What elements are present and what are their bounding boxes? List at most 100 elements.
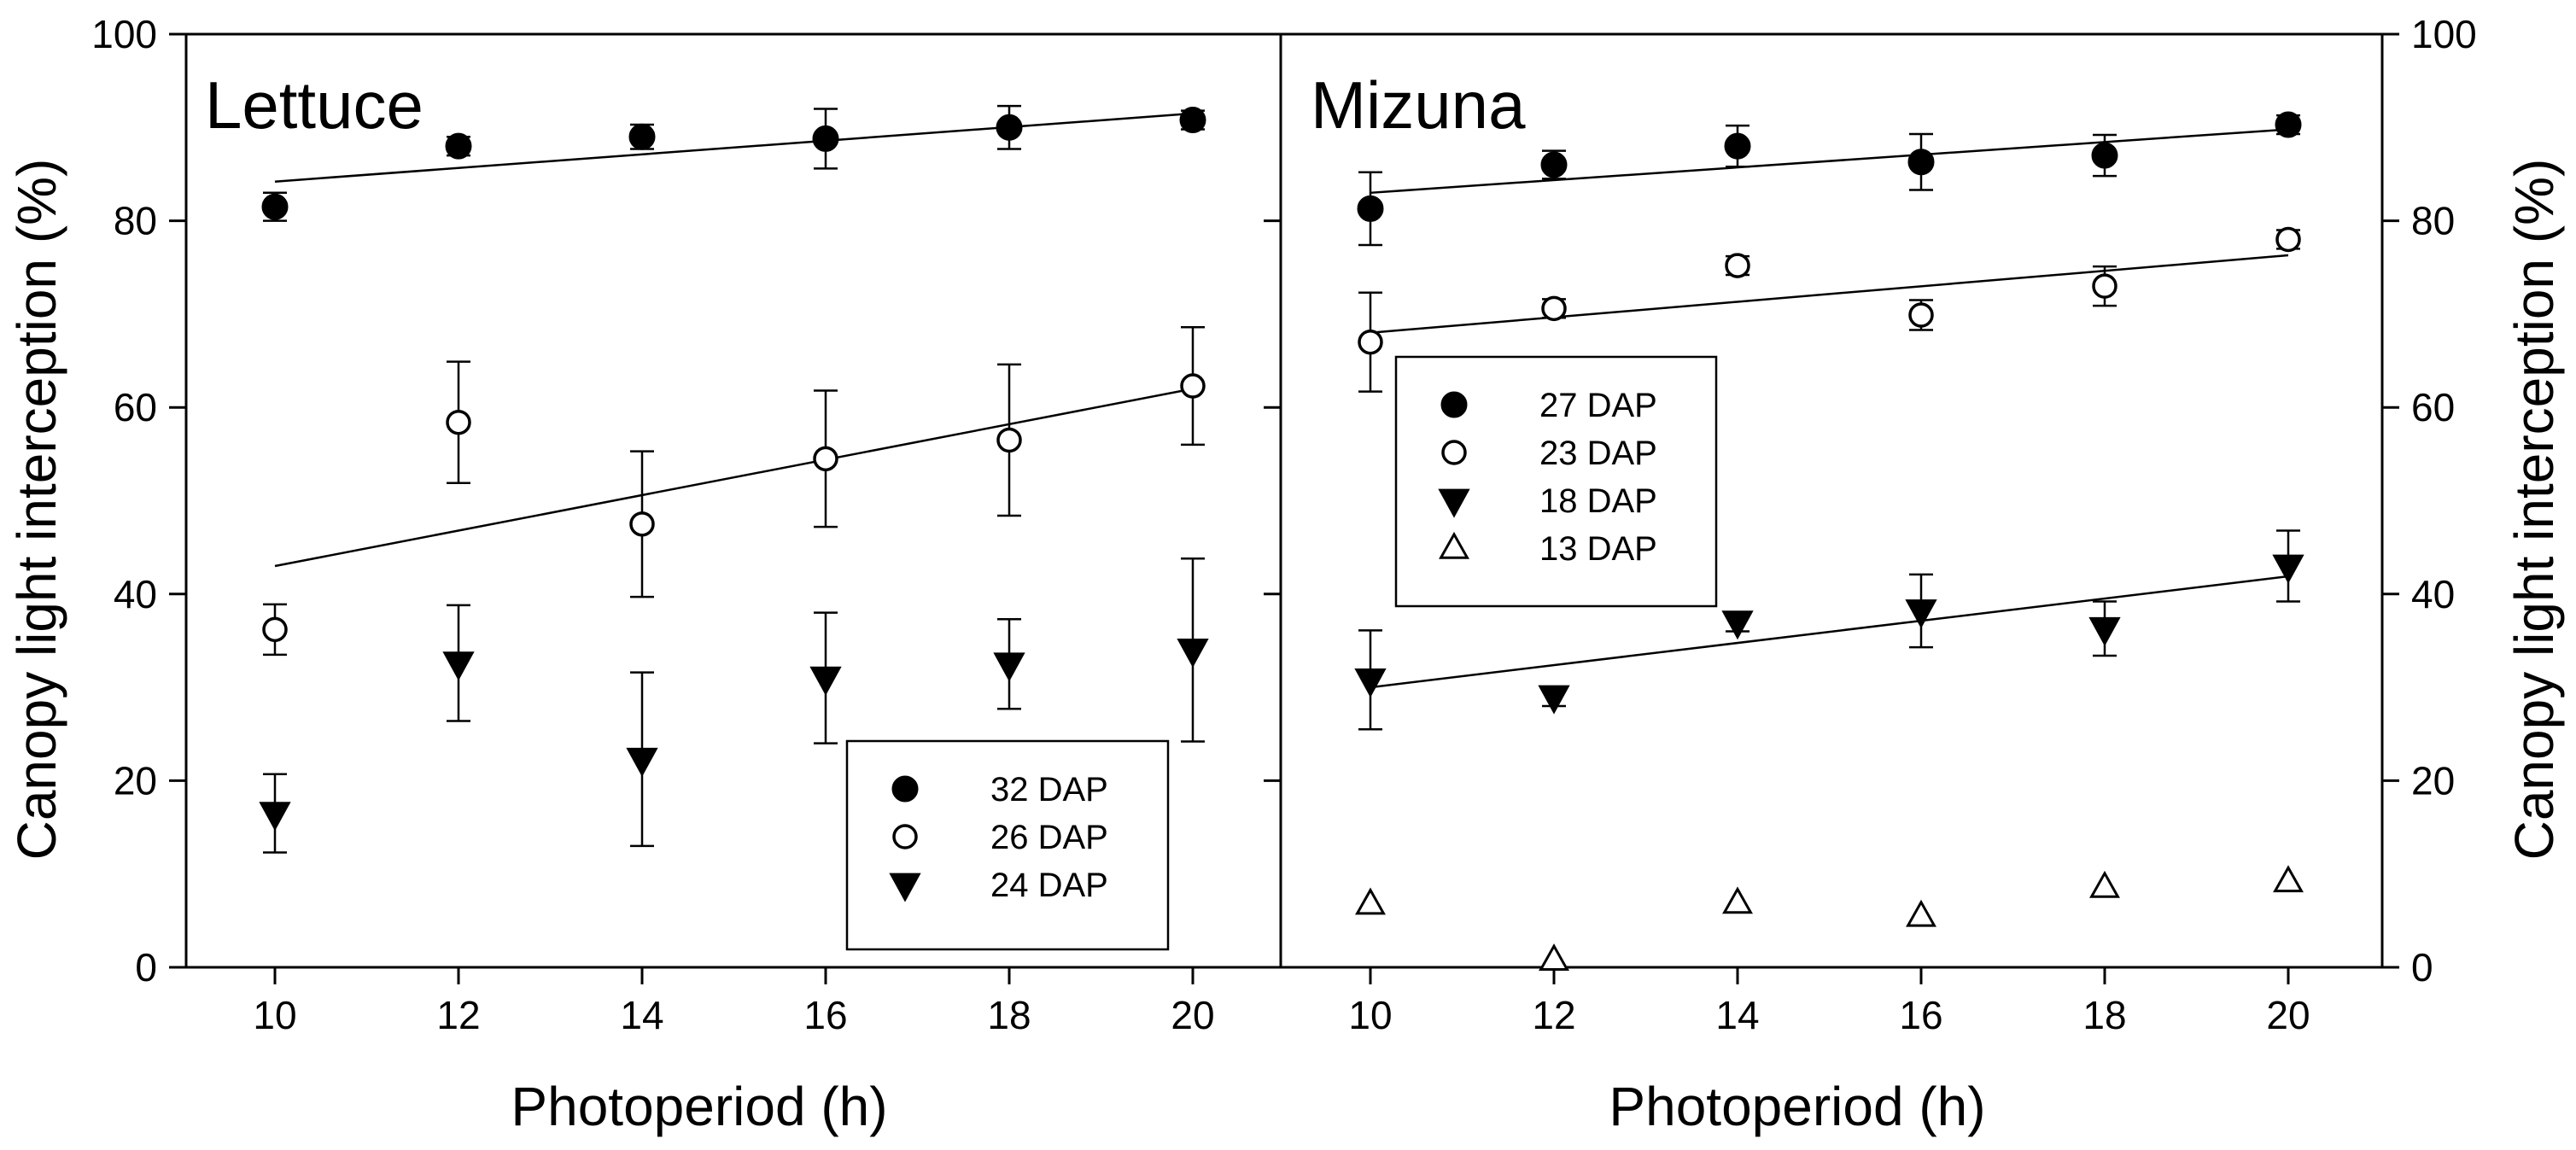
data-point <box>1907 149 1935 176</box>
data-point <box>1539 943 1569 971</box>
data-point <box>996 114 1023 141</box>
data-point <box>2092 273 2117 299</box>
data-point <box>1906 899 1936 927</box>
x-tick-label: 18 <box>2082 993 2126 1037</box>
legend-label: 27 DAP <box>1539 387 1657 424</box>
data-point <box>1725 253 1750 278</box>
x-tick-label: 16 <box>803 993 847 1037</box>
data-point <box>445 132 472 160</box>
regression-line-18-dap <box>1370 575 2289 689</box>
y-tick-label: 60 <box>2411 385 2455 429</box>
y-tick-label: 100 <box>2411 12 2477 56</box>
y-tick-label: 100 <box>91 12 157 56</box>
data-point <box>442 651 475 681</box>
legend-label: 32 DAP <box>990 771 1108 809</box>
data-point <box>1354 668 1387 698</box>
data-point <box>628 123 656 150</box>
x-tick-label: 20 <box>2266 993 2310 1037</box>
data-point <box>1721 610 1754 640</box>
regression-line-26-dap <box>274 388 1194 568</box>
data-point <box>1541 295 1567 322</box>
x-tick-label: 14 <box>1715 993 1759 1037</box>
legend-label: 23 DAP <box>1539 435 1657 472</box>
panel-mizuna: 10 12 14 16 18 20 0 20 40 60 80 100 Photoperiod (h) C… <box>1264 12 2565 1137</box>
legend-marker <box>892 824 918 849</box>
data-point <box>2275 111 2302 138</box>
x-tick-label: 20 <box>1171 993 1214 1037</box>
series-23-dap <box>1358 226 2301 393</box>
panel-title: Lettuce <box>205 67 423 143</box>
legend-marker <box>891 775 919 803</box>
series-18-dap <box>1354 529 2304 731</box>
panel-lettuce: 10 12 14 16 18 20 0 20 40 60 80 100 Photoperiod (h) C… <box>6 12 1282 1137</box>
regression-line-27-dap <box>1370 128 2289 195</box>
data-point <box>1905 599 1937 629</box>
data-point <box>446 409 471 435</box>
y-tick-label: 60 <box>114 385 157 429</box>
data-point <box>1724 132 1751 160</box>
data-point <box>259 802 291 832</box>
y-tick-label: 80 <box>114 199 157 243</box>
plot-frame <box>1279 32 2384 969</box>
series-24-dap <box>259 557 1209 854</box>
data-point <box>1180 373 1206 399</box>
data-point <box>1722 886 1753 914</box>
data-point <box>993 652 1025 682</box>
legend-marker <box>1439 531 1469 559</box>
regression-line-23-dap <box>1370 254 2289 335</box>
regression-line-32-dap <box>274 112 1194 183</box>
panel-title: Mizuna <box>1311 67 1526 143</box>
x-tick-label: 18 <box>987 993 1031 1037</box>
data-point <box>2091 142 2118 169</box>
data-point <box>1908 302 1934 328</box>
y-axis-title: Canopy light interception (%) <box>2503 159 2565 861</box>
y-tick-label: 20 <box>114 758 157 803</box>
series-26-dap <box>262 325 1206 657</box>
series-32-dap <box>261 104 1206 222</box>
data-point <box>1355 887 1386 915</box>
legend-marker <box>1438 488 1470 518</box>
data-point <box>1357 195 1384 222</box>
x-tick-label: 12 <box>436 993 480 1037</box>
data-point <box>1358 329 1383 355</box>
legend-marker <box>1441 440 1467 465</box>
x-tick-label: 14 <box>620 993 663 1037</box>
data-point <box>1538 685 1570 715</box>
series-27-dap <box>1357 111 2302 247</box>
legend-label: 13 DAP <box>1539 530 1657 568</box>
data-point <box>2272 554 2304 584</box>
y-tick-label: 40 <box>114 572 157 616</box>
y-tick-label: 0 <box>135 945 157 989</box>
y-tick-label: 0 <box>2411 945 2433 989</box>
series-13-dap <box>1355 865 2304 971</box>
y-axis-title: Canopy light interception (%) <box>6 159 67 861</box>
data-point <box>813 446 838 472</box>
y-tick-label: 80 <box>2411 199 2455 243</box>
x-axis-title: Photoperiod (h) <box>511 1076 887 1137</box>
data-point <box>262 616 288 643</box>
legend: 27 DAP 23 DAP 18 DAP 13 DAP <box>1394 355 1718 608</box>
x-tick-label: 16 <box>1899 993 1942 1037</box>
data-point <box>1179 107 1206 134</box>
legend: 32 DAP 26 DAP 24 DAP <box>845 739 1170 951</box>
x-tick-label: 12 <box>1532 993 1575 1037</box>
data-point <box>2088 616 2121 646</box>
x-axis-title: Photoperiod (h) <box>1609 1076 1985 1137</box>
legend-label: 24 DAP <box>990 867 1108 904</box>
data-point <box>1540 151 1568 178</box>
legend-label: 18 DAP <box>1539 482 1657 520</box>
y-tick-label: 20 <box>2411 758 2455 803</box>
data-point <box>2273 865 2304 893</box>
legend-marker <box>889 873 921 902</box>
data-point <box>261 193 289 220</box>
legend-label: 26 DAP <box>990 819 1108 856</box>
data-point <box>626 747 658 777</box>
x-tick-label: 10 <box>253 993 296 1037</box>
data-point <box>2089 870 2120 898</box>
data-point <box>629 511 655 537</box>
data-point <box>996 427 1022 453</box>
x-tick-label: 10 <box>1348 993 1392 1037</box>
data-point <box>812 125 839 152</box>
y-tick-label: 40 <box>2411 572 2455 616</box>
